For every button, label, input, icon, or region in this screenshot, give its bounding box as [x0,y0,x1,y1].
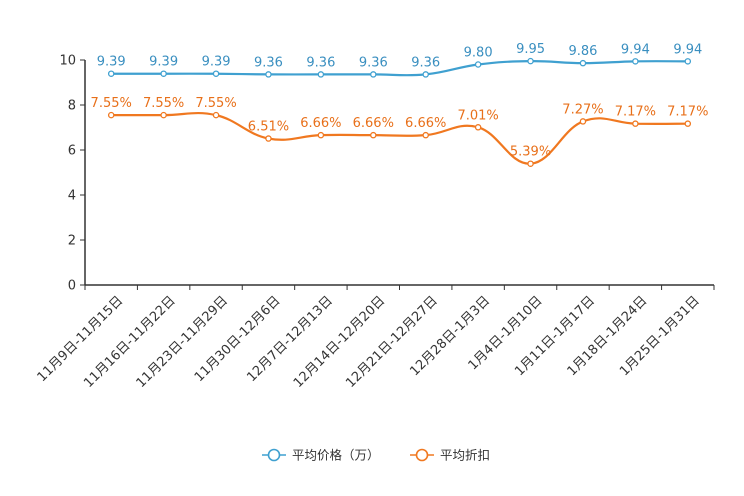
axes-layer: 0 2 4 6 8 10 11月9日-11月15日11月16日-11月22日11月23日-1… [35,54,715,391]
series-1-data-label: 7.27% [562,102,603,117]
series-1-point[interactable] [317,131,325,139]
series-1-data-label: 5.39% [510,145,551,160]
series-0-point[interactable] [684,58,692,65]
series-1-data-label: 6.66% [300,116,341,131]
series-0-data-label: 9.39 [149,55,178,70]
series-1-point[interactable] [370,131,377,139]
series-0-data-label: 9.94 [621,42,650,57]
data-labels-layer: 9.39 9.39 9.39 9.36 9.36 9.36 9.36 9.80 9.95 9.86… [91,42,709,160]
x-tick-label: 12月14日-12月20日 [291,293,388,390]
series-0-data-label: 9.86 [568,44,597,59]
y-tick-label-4: 4 [68,189,76,204]
legend-item-1[interactable]: 平均折扣 [410,448,490,463]
series-0-data-label: 9.80 [464,46,493,61]
series-0-data-label: 9.36 [306,55,335,70]
series-line-1 [111,111,688,165]
legend[interactable]: 平均价格（万） 平均折扣 [262,448,490,463]
series-line-0 [111,60,688,77]
series-1-point[interactable] [579,118,587,125]
series-0-point[interactable] [527,57,534,65]
series-1-point[interactable] [160,111,167,119]
y-tick-label-6: 6 [68,144,76,159]
legend-marker-icon [267,448,281,462]
series-0-point[interactable] [160,70,167,77]
series-layer [107,57,692,167]
series-0-point[interactable] [107,70,115,77]
x-tick-label: 12月21日-12月27日 [343,293,440,390]
legend-label: 平均价格（万） [292,448,380,463]
series-0-point[interactable] [579,59,587,67]
series-1-point[interactable] [265,135,272,142]
y-tick-label-8: 8 [68,99,76,114]
y-tick-label-2: 2 [68,234,76,249]
series-1-data-label: 6.51% [248,120,289,135]
series-1-data-label: 7.01% [457,108,498,123]
series-1-point[interactable] [632,120,639,127]
series-1-data-label: 7.55% [143,96,184,111]
series-0-data-label: 9.95 [516,42,545,57]
series-1-point[interactable] [527,160,534,167]
x-tick-label: 11月23日-11月29日 [134,293,231,390]
y-tick-label-10: 10 [59,54,76,69]
legend-item-0[interactable]: 平均价格（万） [262,448,380,463]
series-0-data-label: 9.39 [97,55,126,70]
series-1-data-label: 6.66% [353,116,394,131]
y-tick-label-0: 0 [68,279,76,294]
series-0-point[interactable] [474,61,482,68]
series-1-data-label: 7.17% [667,105,708,120]
series-1-data-label: 7.55% [195,96,236,111]
series-0-point[interactable] [212,70,220,77]
series-0-data-label: 9.36 [411,55,440,70]
series-0-point[interactable] [422,71,429,78]
series-0-data-label: 9.39 [202,55,231,70]
series-0-point[interactable] [265,71,272,78]
series-1-data-label: 7.17% [615,105,656,120]
series-1-point[interactable] [474,124,482,131]
series-1-point[interactable] [212,111,220,119]
series-0-point[interactable] [317,71,325,78]
legend-label: 平均折扣 [440,448,490,463]
series-0-point[interactable] [632,58,639,65]
series-0-data-label: 9.94 [673,42,702,57]
series-1-point[interactable] [684,120,692,127]
x-tick-label: 11月16日-11月22日 [81,293,178,390]
series-0-point[interactable] [370,71,377,78]
legend-marker-icon [415,448,429,462]
series-0-data-label: 9.36 [254,55,283,70]
series-1-point[interactable] [422,131,429,139]
x-tick-label: 11月9日-11月15日 [35,293,127,385]
series-1-data-label: 7.55% [91,96,132,111]
series-0-data-label: 9.36 [359,55,388,70]
series-1-data-label: 6.66% [405,116,446,131]
series-1-point[interactable] [107,111,115,119]
